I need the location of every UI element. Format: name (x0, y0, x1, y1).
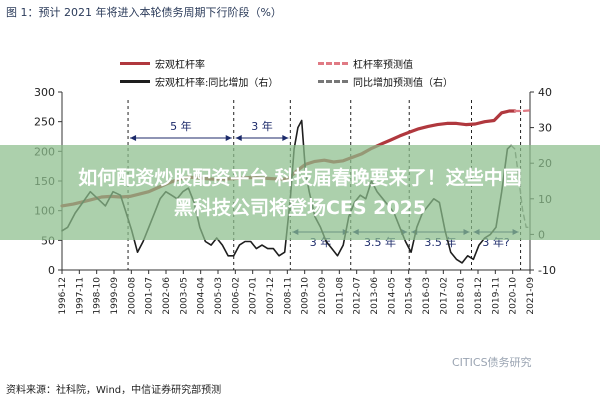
arrow-head-left (130, 135, 137, 141)
x-tick-label: 2014-05 (387, 277, 397, 315)
promo-line-2: 黑科技公司将登场CES 2025 (173, 196, 427, 219)
x-tick-label: 2018-01 (457, 277, 467, 315)
x-tick-label: 2007-12 (266, 277, 276, 315)
series-line-1 (513, 109, 532, 113)
arrow-head-right (282, 135, 289, 141)
x-tick-label: 2011-08 (335, 277, 345, 315)
x-tick-label: 2003-05 (179, 277, 189, 315)
x-tick-label: 2013-06 (370, 277, 380, 315)
x-tick-label: 2001-07 (145, 277, 155, 315)
x-tick-label: 2020-10 (509, 277, 519, 315)
right-tick-label: 30 (538, 122, 552, 135)
x-tick-label: 2008-11 (283, 277, 293, 315)
x-tick-label: 2015-04 (405, 277, 415, 315)
arrow-head-right (225, 135, 232, 141)
x-tick-label: 2002-06 (162, 277, 172, 315)
x-tick-label: 2019-11 (491, 277, 501, 315)
legend-label: 同比增加预测值（右） (353, 78, 453, 89)
x-tick-label: 2012-07 (353, 277, 363, 315)
right-tick-label: 40 (538, 86, 552, 99)
x-tick-label: 1999-09 (110, 277, 120, 315)
legend-label: 宏观杠杆率:同比增加（右） (155, 78, 279, 89)
x-tick-label: 1996-12 (58, 277, 68, 315)
left-tick-label: 300 (34, 86, 55, 99)
left-tick-label: 0 (48, 264, 55, 277)
legend-macro-leverage: 宏观杠杆率 (120, 56, 205, 71)
legend-swatch (120, 80, 150, 83)
chart-title: 图 1：预计 2021 年将进入本轮债务周期下行阶段（%） (6, 6, 282, 19)
watermark: CITICS债务研究 (452, 356, 532, 369)
promo-line-1: 如何配资炒股配资平台 科技届春晚要来了！这些中国 (78, 166, 522, 189)
legend-swatch (120, 62, 150, 65)
legend-swatch (318, 62, 348, 65)
promo-banner[interactable]: 如何配资炒股配资平台 科技届春晚要来了！这些中国 黑科技公司将登场CES 202… (0, 145, 600, 240)
legend-leverage-forecast: 杠杆率预测值 (318, 56, 413, 71)
legend-label: 宏观杠杆率 (155, 60, 205, 71)
legend-yoy-forecast: 同比增加预测值（右） (318, 74, 453, 89)
x-tick-label: 1997-11 (75, 277, 85, 315)
right-tick-label: -10 (538, 264, 556, 277)
x-tick-label: 2016-03 (422, 277, 432, 315)
duration-label: 3 年 (251, 119, 273, 133)
x-tick-label: 2017-02 (439, 277, 449, 315)
legend-yoy-increase: 宏观杠杆率:同比增加（右） (120, 74, 278, 89)
x-tick-label: 2021-09 (526, 277, 536, 315)
x-tick-label: 2009-10 (301, 277, 311, 315)
source-note: 资料来源：社科院，Wind，中信证券研究部预测 (6, 385, 222, 396)
x-tick-label: 2007-01 (249, 277, 259, 315)
x-tick-label: 2010-09 (318, 277, 328, 315)
x-tick-label: 2004-04 (197, 277, 207, 315)
arrow-head-left (235, 135, 242, 141)
x-tick-label: 2018-12 (474, 277, 484, 315)
x-tick-label: 2005-03 (214, 277, 224, 315)
legend-label: 杠杆率预测值 (353, 60, 413, 71)
x-tick-label: 2000-08 (127, 277, 137, 315)
duration-label: 5 年 (170, 119, 192, 133)
left-tick-label: 250 (34, 116, 55, 129)
legend-swatch (318, 80, 348, 83)
x-tick-label: 2006-02 (231, 277, 241, 315)
x-tick-label: 1998-10 (93, 277, 103, 315)
